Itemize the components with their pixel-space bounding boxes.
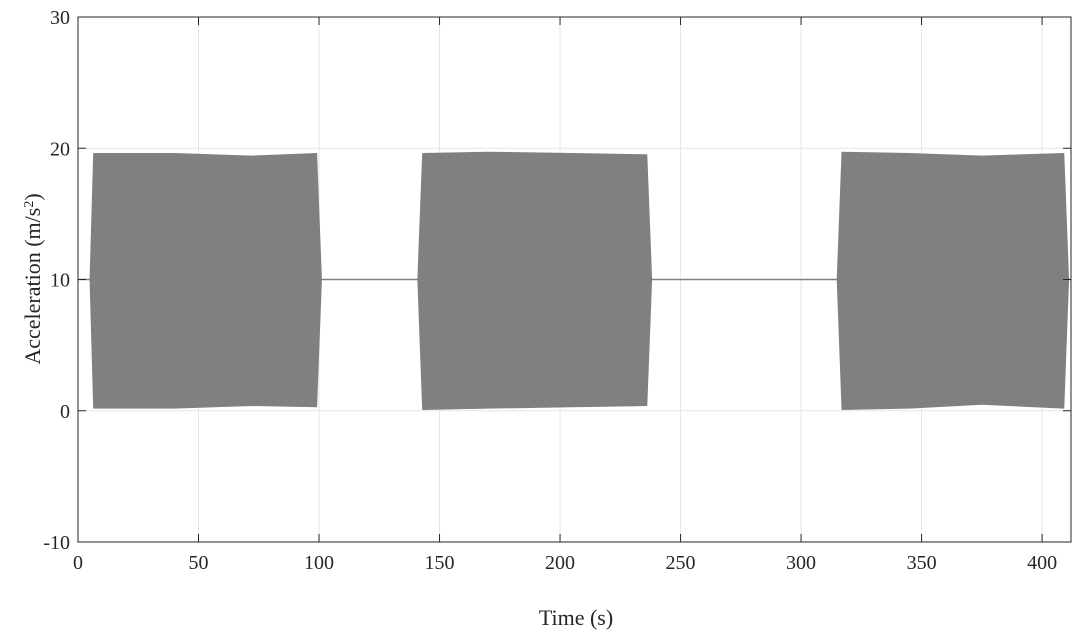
y-axis-label-close: ) bbox=[20, 193, 45, 200]
x-tick-label: 50 bbox=[189, 552, 209, 574]
y-tick-labels: -10 0 10 20 30 bbox=[43, 7, 70, 554]
x-tick-label: 400 bbox=[1027, 552, 1057, 574]
x-tick-label: 150 bbox=[425, 552, 455, 574]
y-tick-label: 10 bbox=[50, 270, 70, 292]
acceleration-burst bbox=[417, 151, 653, 410]
y-axis-label-main: Acceleration (m/s bbox=[20, 208, 45, 365]
y-tick-label: 0 bbox=[60, 401, 70, 423]
axis-ticks bbox=[77, 16, 1071, 543]
x-tick-label: 300 bbox=[786, 552, 816, 574]
y-tick-label: -10 bbox=[43, 532, 70, 554]
x-tick-labels: 0 50 100 150 200 250 300 350 400 bbox=[73, 552, 1057, 574]
x-tick-label: 250 bbox=[666, 552, 696, 574]
x-axis-label: Time (s) bbox=[539, 605, 613, 630]
y-axis-label-superscript: 2 bbox=[22, 201, 37, 208]
acceleration-burst bbox=[836, 151, 1070, 410]
y-tick-label: 30 bbox=[50, 7, 70, 29]
x-tick-label: 0 bbox=[73, 552, 83, 574]
acceleration-burst bbox=[89, 153, 322, 409]
y-tick-label: 20 bbox=[50, 138, 70, 160]
x-tick-label: 350 bbox=[907, 552, 937, 574]
x-tick-label: 200 bbox=[545, 552, 575, 574]
acceleration-series bbox=[78, 151, 1071, 410]
x-tick-label: 100 bbox=[304, 552, 334, 574]
y-axis-label: Acceleration (m/s2) bbox=[20, 193, 45, 364]
